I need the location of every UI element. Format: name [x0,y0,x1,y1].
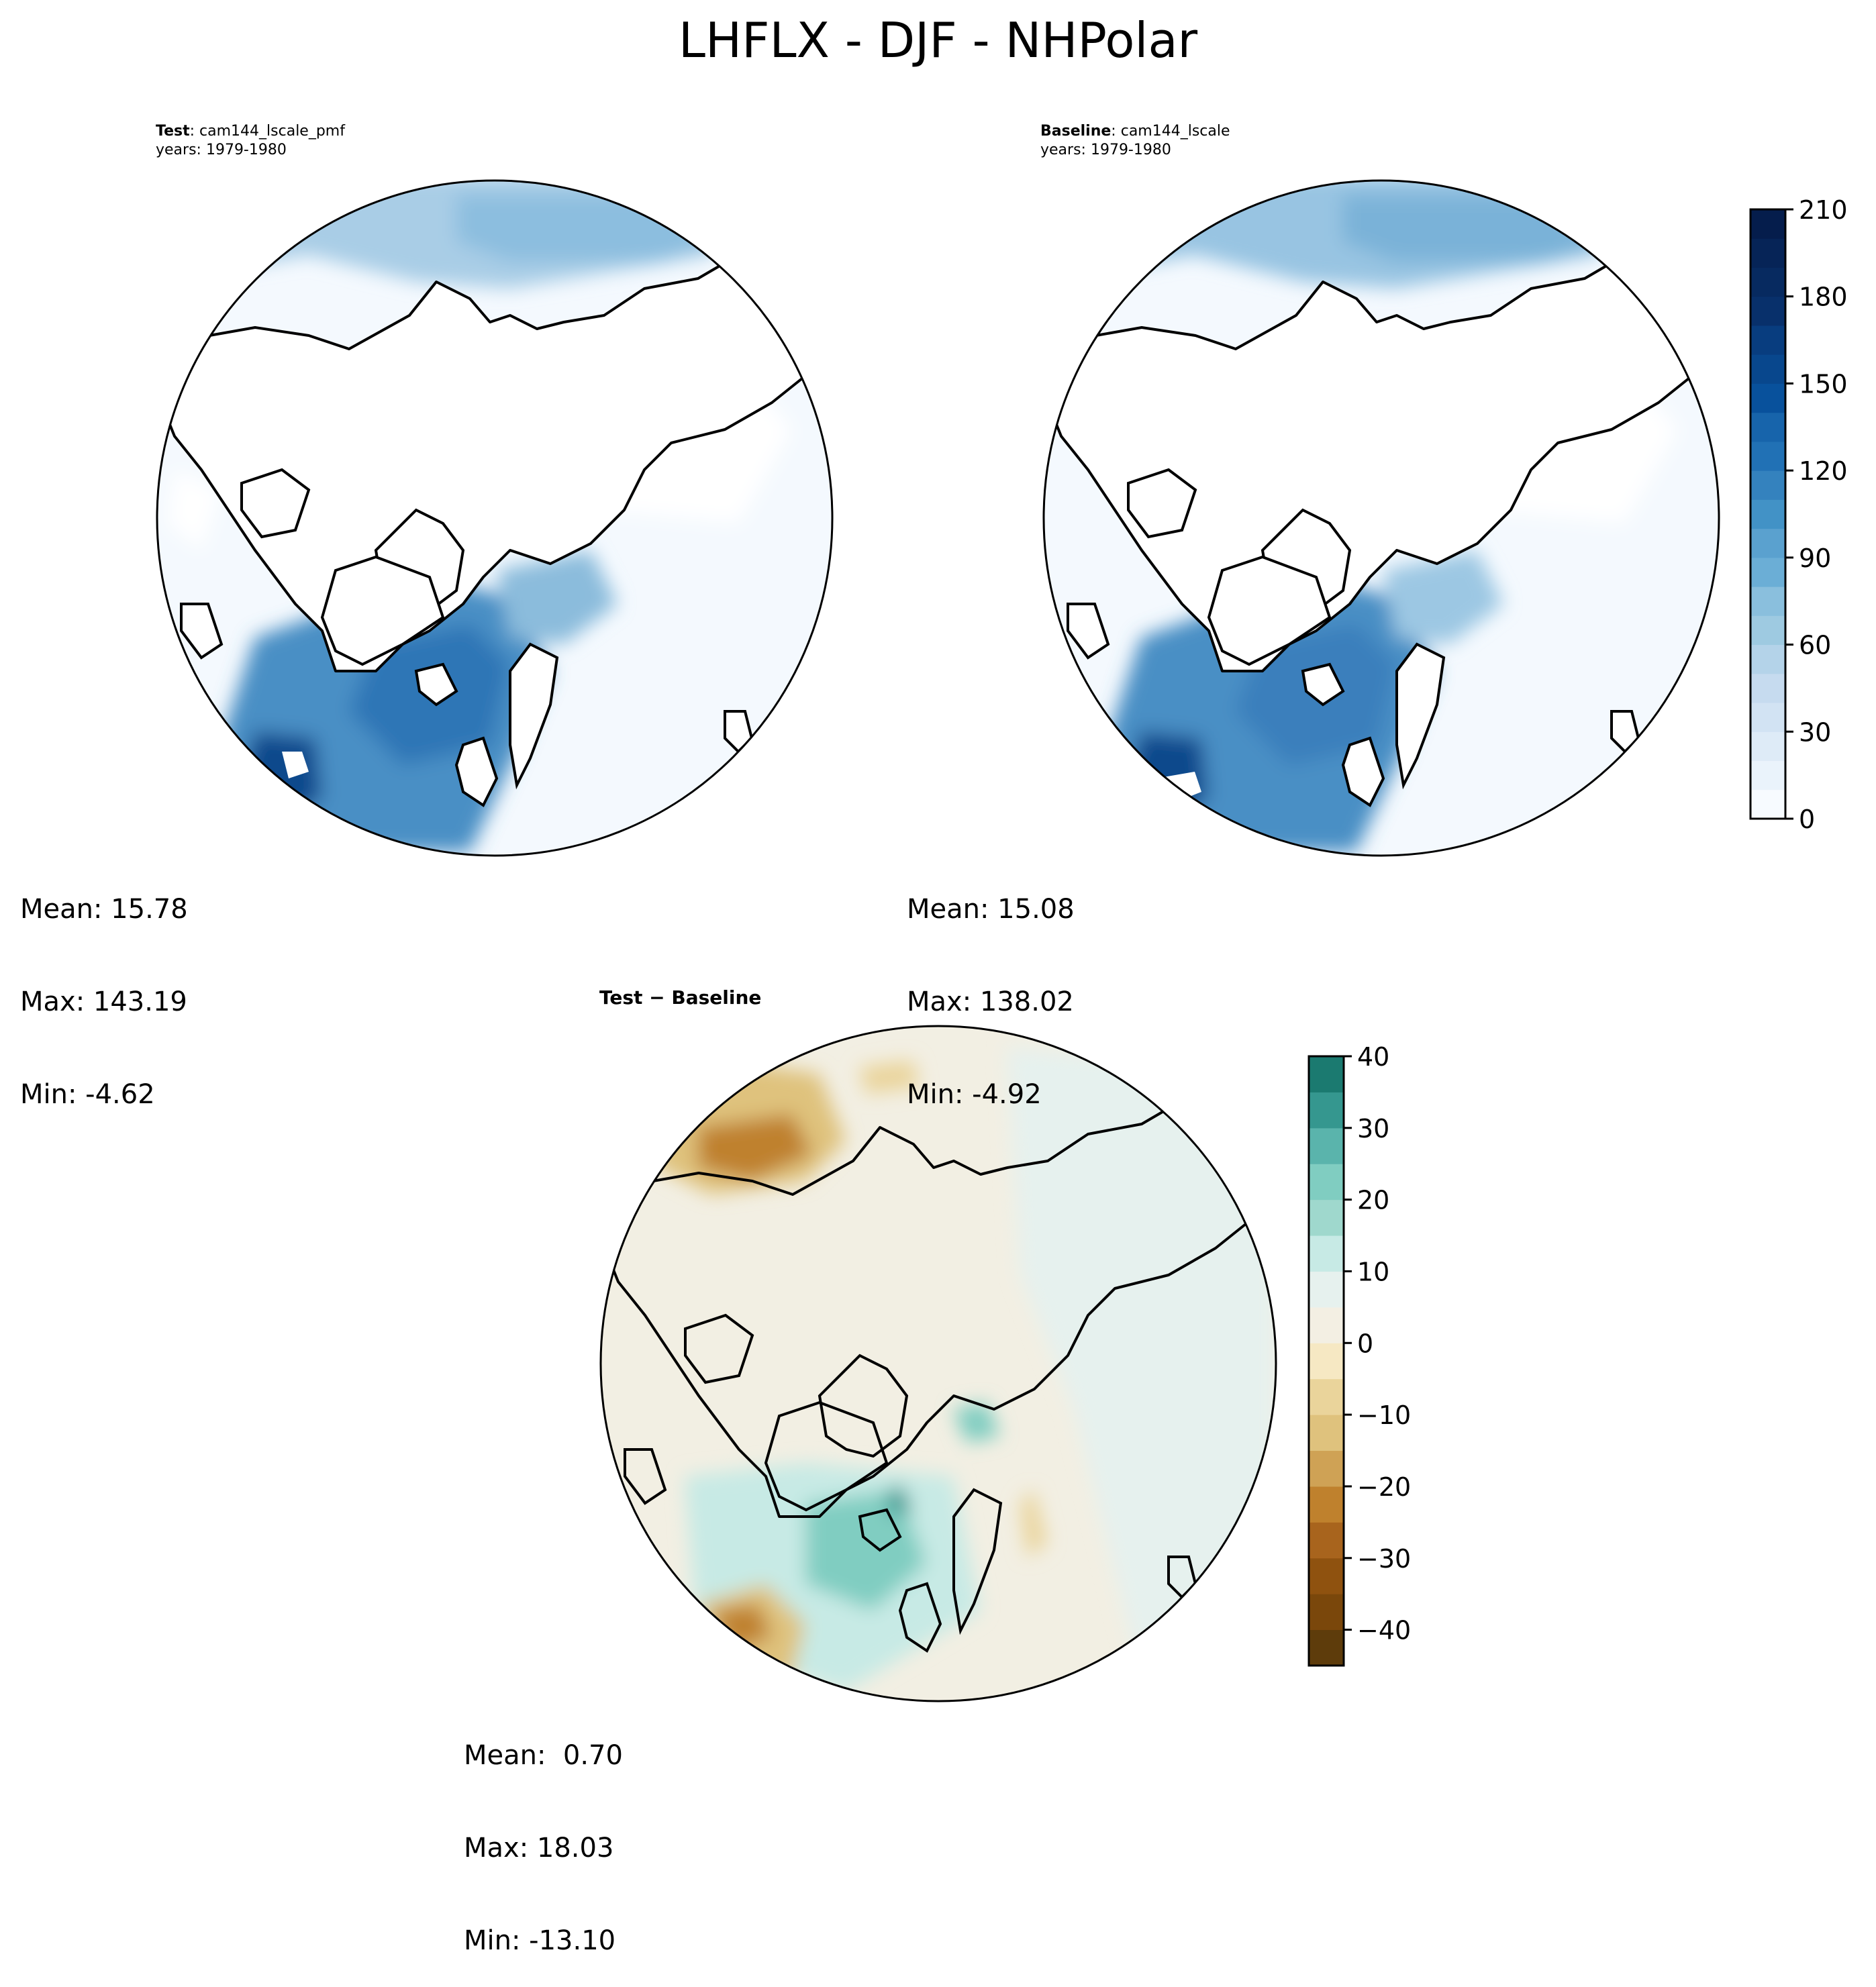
diff-colorbar-tick-label: −20 [1357,1472,1411,1502]
main-colorbar: 0 30 60 90 120 150 180 210 [1749,195,1848,834]
diff-panel-title: Test − Baseline [599,986,762,1009]
main-colorbar-tick-label: 150 [1799,369,1848,399]
main-colorbar-band [1750,789,1785,819]
diff-colorbar-band [1309,1307,1344,1343]
diff-colorbar-band [1309,1056,1344,1092]
baseline-years: years: 1979-1980 [1040,142,1171,158]
diff-colorbar-band [1309,1199,1344,1236]
maps-canvas [156,179,1720,1702]
diff-colorbar-band [1309,1415,1344,1451]
diff-min: Min: -13.10 [464,1925,616,1956]
diff-colorbar-band [1309,1092,1344,1129]
diff-colorbar-tick-label: −30 [1357,1544,1411,1574]
main-colorbar-band [1750,412,1785,442]
test-map-boundary [156,179,834,857]
diff-colorbar-band [1309,1127,1344,1164]
baseline-case-name: cam144_lscale [1120,123,1230,140]
main-colorbar-tick-label: 60 [1799,631,1831,660]
diff-colorbar-band [1309,1235,1344,1272]
diff-map [601,1026,1276,1701]
main-colorbar-band [1750,615,1785,646]
main-colorbar-tick-label: 90 [1799,544,1831,573]
main-colorbar-band [1750,499,1785,529]
main-colorbar-band [1750,644,1785,674]
main-colorbar-band [1750,354,1785,384]
diff-colorbar-tick-label: 20 [1357,1186,1389,1215]
test-panel-header: Test: cam144_lscale_pmf years: 1979-1980 [156,122,345,160]
diff-colorbar-band [1309,1594,1344,1631]
baseline-max: Max: 138.02 [907,986,1074,1017]
main-colorbar-tick-label: 30 [1799,717,1831,747]
main-colorbar-band [1750,441,1785,471]
diff-colorbar-frame [1307,1055,1345,1667]
diff-colorbar-band [1309,1450,1344,1487]
main-colorbar-band [1750,383,1785,413]
diff-colorbar-band [1309,1522,1344,1559]
main-colorbar-band [1750,296,1785,326]
test-mean: Mean: 15.78 [20,894,188,925]
test-map [157,181,832,856]
main-colorbar-band [1750,731,1785,762]
main-colorbar-band [1750,587,1785,616]
test-years: years: 1979-1980 [156,142,287,158]
main-colorbar-band [1750,528,1785,558]
main-colorbar-band [1750,703,1785,732]
test-label: Test [156,123,190,140]
main-colorbar-band [1750,760,1785,791]
baseline-map-boundary [1042,179,1720,857]
main-colorbar-band [1750,325,1785,355]
main-colorbar-band [1750,238,1785,268]
main-colorbar-frame [1749,208,1787,820]
diff-colorbar-band [1309,1343,1344,1380]
main-colorbar-tick-label: 180 [1799,283,1848,312]
diff-max: Max: 18.03 [464,1833,614,1864]
diff-colorbar-band [1309,1378,1344,1415]
diff-colorbar-tick-label: −40 [1357,1616,1411,1645]
baseline-map [1044,181,1719,856]
test-max: Max: 143.19 [20,986,187,1017]
test-stats: Mean: 15.78 Max: 143.19 Min: -4.62 [20,832,188,1141]
baseline-panel-header: Baseline: cam144_lscale years: 1979-1980 [1040,122,1230,160]
main-colorbar-band [1750,267,1785,297]
diff-colorbar-tick-label: −10 [1357,1400,1411,1430]
baseline-stats: Mean: 15.08 Max: 138.02 Min: -4.92 [907,832,1075,1141]
test-label-sep: : [189,123,195,140]
diff-colorbar-tick-label: 10 [1357,1257,1389,1286]
diff-colorbar: −40 −30 −20 −10 0 10 20 30 40 [1307,1042,1411,1667]
baseline-min: Min: -4.92 [907,1079,1042,1110]
main-colorbar-band [1750,470,1785,500]
colorbars-canvas: 0 30 60 90 120 150 180 210 −40 −30 −20 −10 0 10 20 30 40 [1307,195,1848,1667]
baseline-mean: Mean: 15.08 [907,894,1075,925]
diff-colorbar-band [1309,1164,1344,1201]
main-colorbar-band [1750,673,1785,703]
diff-colorbar-tick-label: 30 [1357,1114,1389,1143]
main-colorbar-tick-label: 210 [1799,195,1848,225]
main-colorbar-band [1750,209,1785,239]
main-colorbar-tick-label: 120 [1799,456,1848,486]
diff-map-boundary [599,1025,1277,1702]
diff-colorbar-band [1309,1486,1344,1523]
main-colorbar-tick-label: 0 [1799,805,1815,834]
diff-colorbar-tick-label: 0 [1357,1329,1373,1358]
test-min: Min: -4.62 [20,1079,155,1110]
diff-colorbar-band [1309,1271,1344,1308]
main-colorbar-band [1750,557,1785,587]
test-case-name: cam144_lscale_pmf [199,123,345,140]
baseline-label-sep: : [1111,123,1116,140]
diff-colorbar-tick-label: 40 [1357,1042,1389,1072]
diff-colorbar-band [1309,1629,1344,1666]
diff-colorbar-band [1309,1558,1344,1594]
main-title: LHFLX - DJF - NHPolar [678,12,1198,68]
baseline-label: Baseline [1040,123,1112,140]
diff-mean: Mean: 0.70 [464,1740,623,1771]
